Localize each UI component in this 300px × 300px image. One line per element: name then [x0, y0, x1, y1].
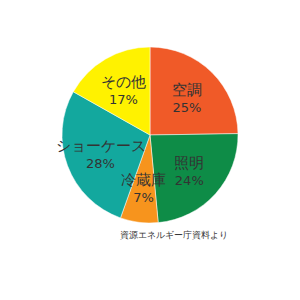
slice-name: 空調	[172, 81, 202, 99]
slice-name: ショーケース	[56, 137, 146, 155]
data-label: 7%	[133, 190, 154, 205]
data-label: 28%	[86, 156, 115, 171]
pie-slice	[73, 47, 150, 135]
slice-name: 照明	[174, 154, 204, 172]
pie-slice	[150, 47, 238, 135]
slices	[62, 47, 238, 223]
slice-name: その他	[101, 73, 146, 91]
slice-name: 冷蔵庫	[121, 171, 166, 189]
data-label: 25%	[173, 100, 202, 115]
labels: 空調25% 照明24% 冷蔵庫7% ショーケース28% その他17%	[56, 73, 205, 205]
data-label: 17%	[109, 92, 138, 107]
annotation: 資源エネルギー庁資料より	[120, 230, 228, 240]
chart: 空調25% 照明24% 冷蔵庫7% ショーケース28% その他17% 資源エネルギー庁資料…	[0, 0, 300, 300]
data-label: 24%	[175, 173, 204, 188]
